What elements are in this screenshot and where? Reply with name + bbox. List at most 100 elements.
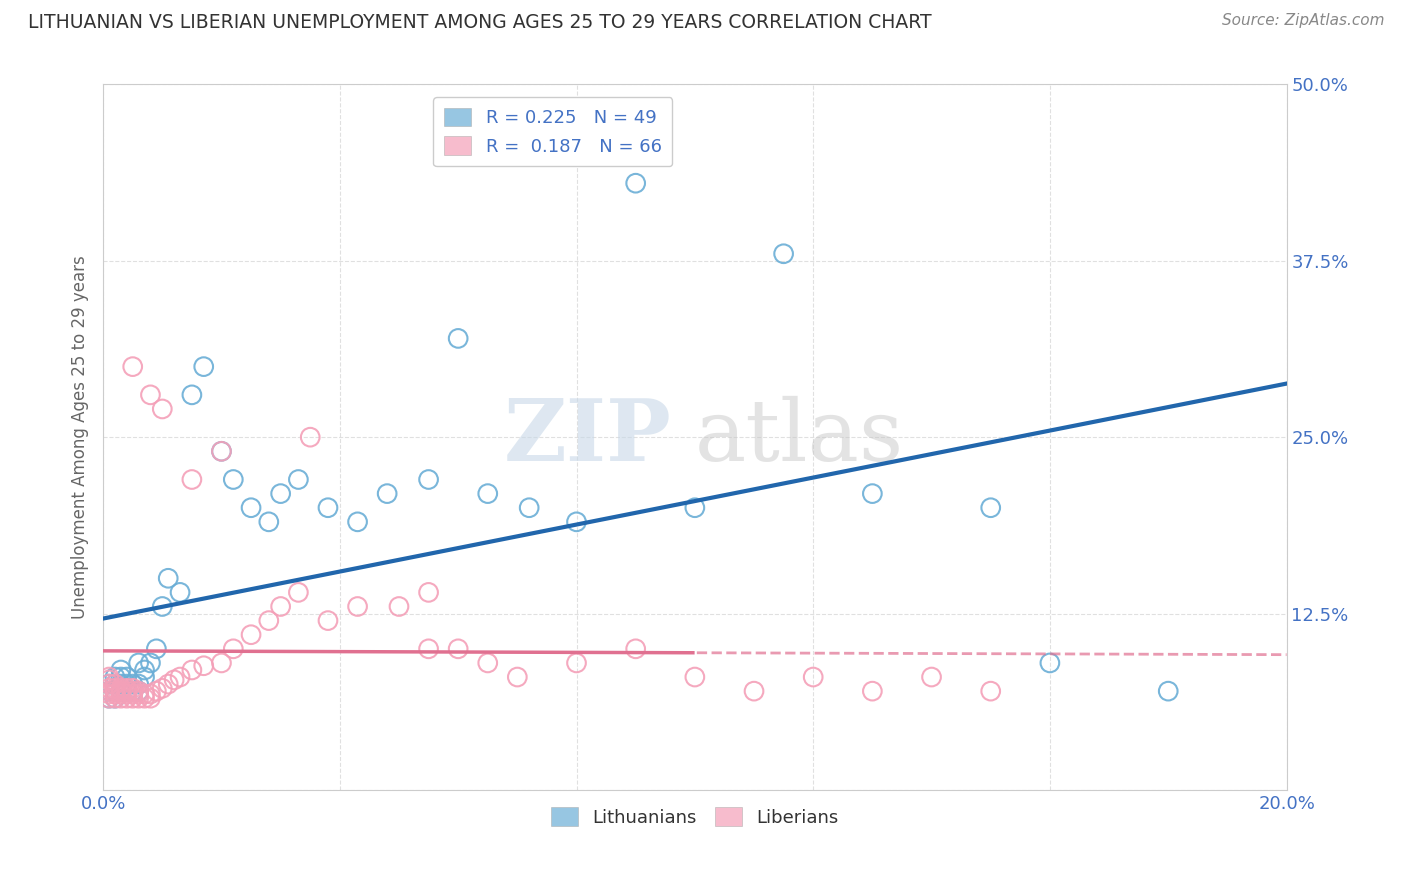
Point (180, 388, 202, 402)
Point (180, 473, 202, 487)
Point (447, 331, 470, 345)
Text: LITHUANIAN VS LIBERIAN UNEMPLOYMENT AMONG AGES 25 TO 29 YEARS CORRELATION CHART: LITHUANIAN VS LIBERIAN UNEMPLOYMENT AMON… (28, 13, 932, 32)
Point (98, 691, 121, 706)
Point (418, 473, 440, 487)
Point (860, 684, 883, 698)
Point (860, 486, 883, 500)
Point (222, 641, 245, 656)
Point (128, 684, 150, 698)
Point (104, 684, 127, 698)
Point (169, 670, 191, 684)
Point (121, 687, 143, 701)
Point (121, 684, 143, 698)
Point (128, 684, 150, 698)
Point (477, 656, 499, 670)
Point (299, 430, 322, 444)
Point (115, 684, 138, 698)
Point (115, 691, 138, 706)
Point (104, 681, 127, 696)
Text: ZIP: ZIP (503, 395, 671, 479)
Point (565, 515, 588, 529)
Point (98, 684, 121, 698)
Point (134, 691, 156, 706)
Point (150, 681, 173, 696)
Point (211, 656, 233, 670)
Point (98, 687, 121, 701)
Point (772, 246, 794, 260)
Point (447, 641, 470, 656)
Point (375, 486, 398, 500)
Point (128, 687, 150, 701)
Point (163, 673, 186, 687)
Point (683, 500, 706, 515)
Point (211, 444, 233, 458)
Point (240, 628, 263, 642)
Point (139, 687, 162, 701)
Point (110, 684, 132, 698)
Point (1157, 684, 1180, 698)
Point (98, 677, 121, 691)
Text: Source: ZipAtlas.com: Source: ZipAtlas.com (1222, 13, 1385, 29)
Point (921, 670, 943, 684)
Point (150, 401, 173, 416)
Point (110, 681, 132, 696)
Point (98, 684, 121, 698)
Point (316, 500, 339, 515)
Point (115, 687, 138, 701)
Point (157, 677, 180, 691)
Point (110, 677, 132, 691)
Legend: Lithuanians, Liberians: Lithuanians, Liberians (544, 800, 846, 834)
Point (134, 670, 156, 684)
Point (624, 641, 647, 656)
Point (139, 656, 162, 670)
Point (270, 486, 292, 500)
Point (980, 500, 1002, 515)
Point (98, 691, 121, 706)
Point (169, 585, 191, 599)
Point (104, 691, 127, 706)
Point (270, 599, 292, 614)
Point (506, 670, 529, 684)
Point (742, 684, 765, 698)
Point (257, 515, 280, 529)
Point (110, 687, 132, 701)
Point (683, 670, 706, 684)
Point (115, 677, 138, 691)
Point (287, 585, 309, 599)
Point (139, 691, 162, 706)
Point (193, 658, 215, 673)
Point (98, 673, 121, 687)
Point (1039, 656, 1062, 670)
Point (98, 681, 121, 696)
Point (104, 684, 127, 698)
Point (477, 486, 499, 500)
Point (418, 641, 440, 656)
Point (211, 444, 233, 458)
Point (98, 677, 121, 691)
Point (121, 359, 143, 374)
Point (388, 599, 411, 614)
Point (134, 663, 156, 677)
Point (128, 677, 150, 691)
Point (110, 691, 132, 706)
Point (98, 670, 121, 684)
Point (110, 670, 132, 684)
Point (115, 684, 138, 698)
Point (128, 691, 150, 706)
Point (145, 684, 167, 698)
Point (104, 691, 127, 706)
Point (222, 473, 245, 487)
Point (121, 681, 143, 696)
Point (316, 614, 339, 628)
Point (980, 684, 1002, 698)
Point (121, 691, 143, 706)
Y-axis label: Unemployment Among Ages 25 to 29 years: Unemployment Among Ages 25 to 29 years (72, 255, 89, 619)
Point (128, 656, 150, 670)
Point (240, 500, 263, 515)
Point (346, 515, 368, 529)
Point (180, 663, 202, 677)
Point (257, 614, 280, 628)
Point (115, 670, 138, 684)
Point (121, 677, 143, 691)
Point (287, 473, 309, 487)
